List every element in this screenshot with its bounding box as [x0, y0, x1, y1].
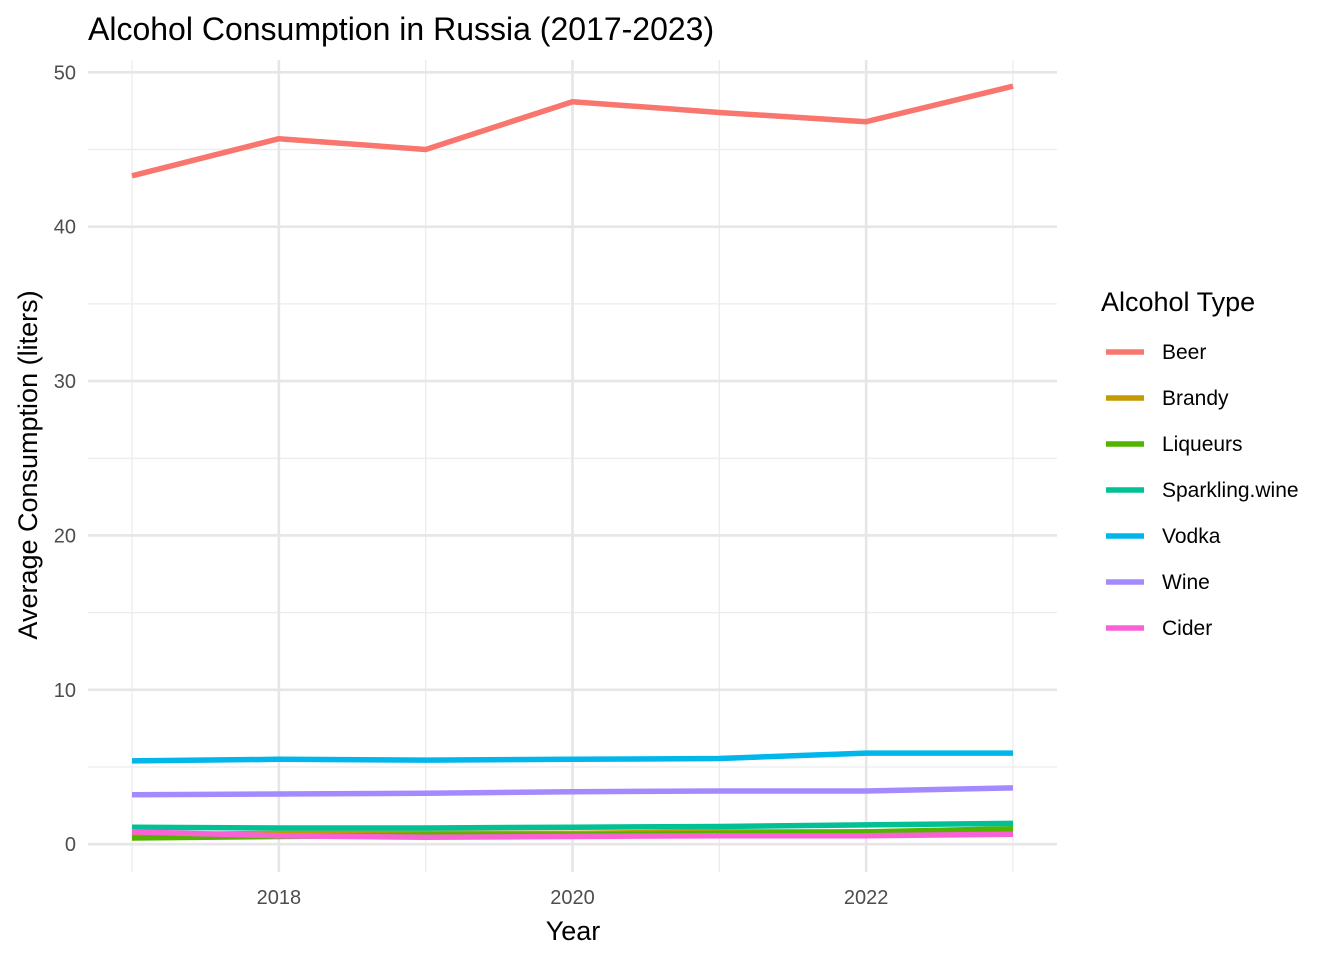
legend-item-brandy: Brandy — [1106, 387, 1229, 410]
legend-label: Beer — [1162, 341, 1206, 364]
y-tick-label: 40 — [54, 217, 76, 239]
y-tick-label: 0 — [65, 834, 76, 856]
x-axis-tick-labels: 2018 2020 2022 — [257, 887, 889, 909]
y-tick-label: 10 — [54, 680, 76, 702]
series-line-wine — [131, 785, 1014, 798]
legend-item-wine: Wine — [1106, 571, 1210, 594]
y-axis-title: Average Consumption (liters) — [13, 290, 43, 639]
series-line-vodka — [131, 750, 1013, 764]
legend-title: Alcohol Type — [1101, 287, 1255, 317]
series-line-beer — [131, 83, 1014, 179]
legend-item-sparkling-wine: Sparkling.wine — [1106, 479, 1299, 502]
legend-label: Wine — [1162, 571, 1210, 594]
y-axis-tick-labels: 0 10 20 30 40 50 — [54, 62, 76, 856]
legend-label: Brandy — [1162, 387, 1229, 410]
legend-item-vodka: Vodka — [1106, 525, 1221, 548]
legend-label: Sparkling.wine — [1162, 479, 1299, 502]
y-tick-label: 20 — [54, 525, 76, 547]
series-line-sparkling-wine — [131, 820, 1014, 831]
legend-items: Beer Brandy Liqueurs Sparkling.wine Vodka Win… — [1106, 341, 1299, 640]
chart-title: Alcohol Consumption in Russia (2017-2023… — [88, 11, 714, 47]
legend: Alcohol Type Beer Brandy Liqueurs Sparkling… — [1101, 287, 1299, 640]
x-tick-label: 2022 — [844, 887, 889, 909]
x-tick-label: 2020 — [550, 887, 595, 909]
legend-item-cider: Cider — [1106, 617, 1212, 640]
y-tick-label: 50 — [54, 62, 76, 84]
legend-label: Vodka — [1162, 525, 1221, 548]
legend-item-liqueurs: Liqueurs — [1106, 433, 1243, 456]
legend-label: Cider — [1162, 617, 1212, 640]
x-tick-label: 2018 — [257, 887, 302, 909]
x-axis-title: Year — [546, 916, 601, 946]
legend-label: Liqueurs — [1162, 433, 1243, 456]
series-lines — [131, 83, 1014, 841]
series-line-cider — [131, 829, 1014, 841]
grid — [88, 60, 1057, 872]
legend-item-beer: Beer — [1106, 341, 1206, 364]
y-tick-label: 30 — [54, 371, 76, 393]
